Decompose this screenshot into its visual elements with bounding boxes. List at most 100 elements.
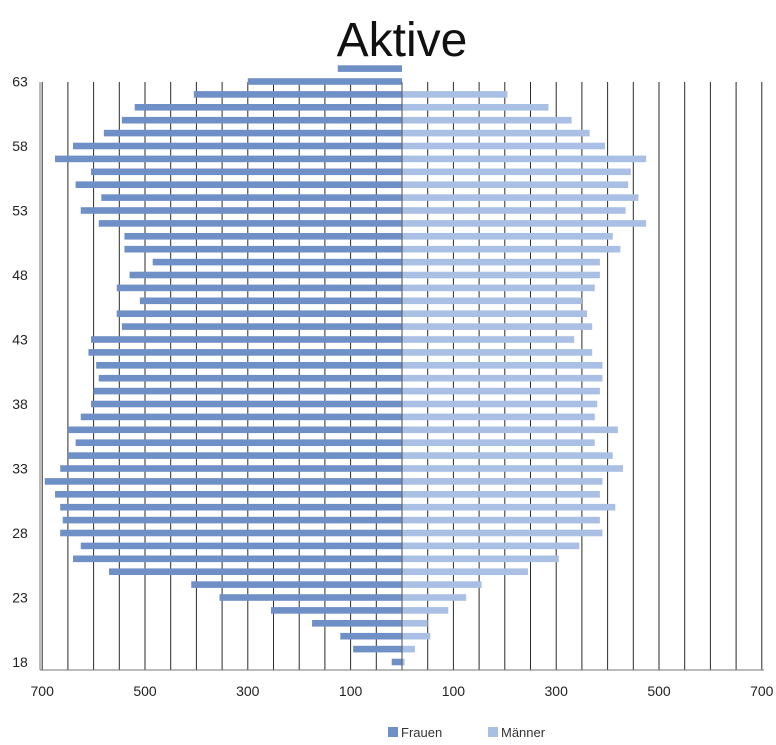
bar-maenner <box>402 349 593 356</box>
bar-maenner <box>402 233 613 240</box>
bar-frauen <box>67 426 403 434</box>
bar-maenner <box>402 632 431 640</box>
bar-frauen <box>353 645 402 653</box>
bar-maenner <box>402 503 616 511</box>
bar-frauen <box>191 581 402 588</box>
legend: Frauen Männer <box>388 725 546 740</box>
bar-frauen <box>139 297 403 305</box>
bar-maenner <box>402 645 415 653</box>
bar-frauen <box>55 155 403 163</box>
bar-frauen <box>73 555 402 563</box>
bar-frauen <box>80 542 402 550</box>
bar-maenner <box>402 542 580 550</box>
bar-maenner <box>402 220 647 227</box>
y-tick-label: 63 <box>12 74 28 90</box>
bar-maenner <box>402 607 449 614</box>
bar-frauen <box>55 491 403 498</box>
bar-maenner <box>402 658 405 666</box>
bar-maenner <box>402 555 559 563</box>
bar-frauen <box>98 220 403 227</box>
x-tick-label: 700 <box>750 683 774 699</box>
bar-frauen <box>121 323 403 330</box>
bar-maenner <box>402 116 572 124</box>
bar-frauen <box>73 142 402 150</box>
bar-maenner <box>402 400 598 408</box>
bar-maenner <box>402 258 600 266</box>
bar-maenner <box>402 297 582 305</box>
bar-frauen <box>219 594 402 601</box>
bar-maenner <box>402 478 603 485</box>
legend-swatch-frauen <box>388 727 398 737</box>
bar-frauen <box>91 168 402 176</box>
bar-frauen <box>312 620 402 627</box>
bar-frauen <box>60 465 402 472</box>
y-tick-label: 23 <box>12 590 28 606</box>
legend-swatch-maenner <box>488 727 498 737</box>
bar-maenner <box>402 245 621 253</box>
bar-maenner <box>402 207 626 214</box>
bar-frauen <box>193 91 402 98</box>
bar-frauen <box>124 245 402 253</box>
bar-maenner <box>402 491 600 498</box>
bar-maenner <box>402 413 595 421</box>
legend-label-frauen: Frauen <box>401 725 442 740</box>
bar-maenner <box>402 142 606 150</box>
bar-frauen <box>152 258 402 266</box>
bar-frauen <box>88 349 403 356</box>
bar-frauen <box>129 271 402 279</box>
bar-maenner <box>402 516 600 524</box>
bar-maenner <box>402 426 618 434</box>
bar-maenner <box>402 168 631 176</box>
y-tick-label: 43 <box>12 332 28 348</box>
bar-frauen <box>93 387 402 395</box>
bar-maenner <box>402 581 482 588</box>
y-tick-label: 48 <box>12 267 28 283</box>
tick-labels: 700 500 300 100 100 300 500 7001823283338434853… <box>12 74 773 700</box>
bar-frauen <box>60 503 402 511</box>
bar-frauen <box>75 181 403 188</box>
y-tick-label: 28 <box>12 525 28 541</box>
bar-maenner <box>402 284 595 292</box>
bar-frauen <box>80 207 402 214</box>
bar-frauen <box>98 374 403 382</box>
bar-maenner <box>402 271 600 279</box>
axes <box>39 82 764 671</box>
bar-maenner <box>402 620 428 627</box>
bar-frauen <box>101 194 402 201</box>
bar-frauen <box>109 568 403 575</box>
bar-maenner <box>402 568 528 575</box>
bar-maenner <box>402 323 593 330</box>
bar-maenner <box>402 194 639 201</box>
bar-maenner <box>402 529 603 537</box>
bar-frauen <box>44 478 403 485</box>
bar-frauen <box>75 439 403 446</box>
x-tick-label: 700 <box>31 683 55 699</box>
bar-maenner <box>402 181 629 188</box>
bar-frauen <box>103 129 402 137</box>
bar-frauen <box>391 658 402 666</box>
y-tick-label: 53 <box>12 203 28 219</box>
bar-maenner <box>402 374 603 382</box>
bar-frauen <box>124 233 402 240</box>
bar-maenner <box>402 129 590 137</box>
bar-frauen <box>60 529 402 537</box>
x-tick-label: 300 <box>545 683 569 699</box>
chart-title: Aktive <box>337 14 468 67</box>
bar-maenner <box>402 155 647 163</box>
bar-frauen <box>270 607 402 614</box>
y-tick-label: 58 <box>12 138 28 154</box>
bar-maenner <box>402 594 467 601</box>
x-tick-label: 300 <box>236 683 260 699</box>
bar-frauen <box>337 65 402 72</box>
bar-maenner <box>402 465 624 472</box>
bar-maenner <box>402 452 613 459</box>
bar-maenner <box>402 362 603 369</box>
bar-frauen <box>116 284 402 292</box>
x-tick-label: 500 <box>647 683 671 699</box>
bar-frauen <box>247 78 402 85</box>
bar-frauen <box>116 310 402 317</box>
bar-frauen <box>67 452 403 459</box>
bar-frauen <box>62 516 402 524</box>
y-tick-label: 18 <box>12 654 28 670</box>
